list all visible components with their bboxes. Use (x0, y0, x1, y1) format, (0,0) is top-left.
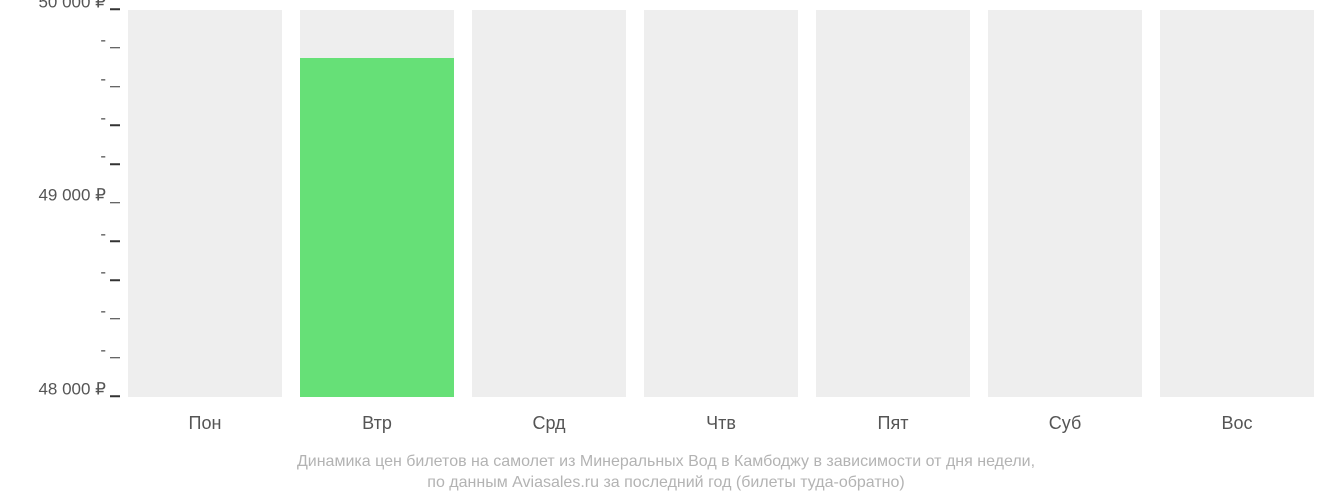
bar-value (300, 58, 454, 397)
y-tick-mark (110, 9, 120, 11)
y-tick-mark (110, 396, 120, 398)
x-axis-label: Чтв (706, 413, 736, 434)
x-axis-label: Пон (189, 413, 222, 434)
bar-slot: Втр (300, 10, 454, 397)
y-tick-label: - (100, 148, 106, 165)
y-tick-mark (110, 241, 120, 243)
y-tick-label: - (100, 341, 106, 358)
x-axis-label: Пят (878, 413, 909, 434)
y-tick-mark (110, 125, 120, 127)
y-tick-label: - (100, 32, 106, 49)
x-axis-label: Срд (532, 413, 565, 434)
x-axis-label: Втр (362, 413, 392, 434)
y-tick-label: - (100, 70, 106, 87)
y-tick-label: 48 000 ₽ (38, 380, 106, 397)
y-tick-label: - (100, 109, 106, 126)
x-axis-label: Вос (1221, 413, 1252, 434)
bar-slot: Вос (1160, 10, 1314, 397)
bar-slot: Срд (472, 10, 626, 397)
bar-background (816, 10, 970, 397)
bar-background (988, 10, 1142, 397)
y-tick-label: 50 000 ₽ (38, 0, 106, 10)
caption-line-2: по данным Aviasales.ru за последний год … (0, 472, 1332, 494)
bar-slot: Суб (988, 10, 1142, 397)
y-tick-mark (110, 357, 120, 359)
bar-slot: Пон (128, 10, 282, 397)
x-axis-label: Суб (1049, 413, 1082, 434)
bar-background (128, 10, 282, 397)
y-tick-label: - (100, 303, 106, 320)
y-tick-label: - (100, 264, 106, 281)
y-tick-mark (110, 279, 120, 281)
y-tick-label: - (100, 225, 106, 242)
caption-line-1: Динамика цен билетов на самолет из Минер… (0, 451, 1332, 473)
plot-area: ПонВтрСрдЧтвПятСубВос (120, 0, 1322, 407)
bar-background (1160, 10, 1314, 397)
y-tick-mark (110, 47, 120, 49)
y-tick-mark (110, 86, 120, 88)
y-tick-mark (110, 202, 120, 204)
bar-background (644, 10, 798, 397)
price-by-weekday-chart: 48 000 ₽----49 000 ₽----50 000 ₽ ПонВтрС… (0, 0, 1332, 502)
bar-background (472, 10, 626, 397)
bars-region: ПонВтрСрдЧтвПятСубВос (120, 10, 1322, 397)
y-tick-label: 49 000 ₽ (38, 187, 106, 204)
chart-caption: Динамика цен билетов на самолет из Минер… (0, 451, 1332, 494)
bar-slot: Чтв (644, 10, 798, 397)
bar-slot: Пят (816, 10, 970, 397)
y-tick-mark (110, 318, 120, 320)
y-tick-mark (110, 163, 120, 165)
y-axis: 48 000 ₽ - - - - 49 000 ₽ - - - - 50 000 ₽ (0, 0, 120, 407)
